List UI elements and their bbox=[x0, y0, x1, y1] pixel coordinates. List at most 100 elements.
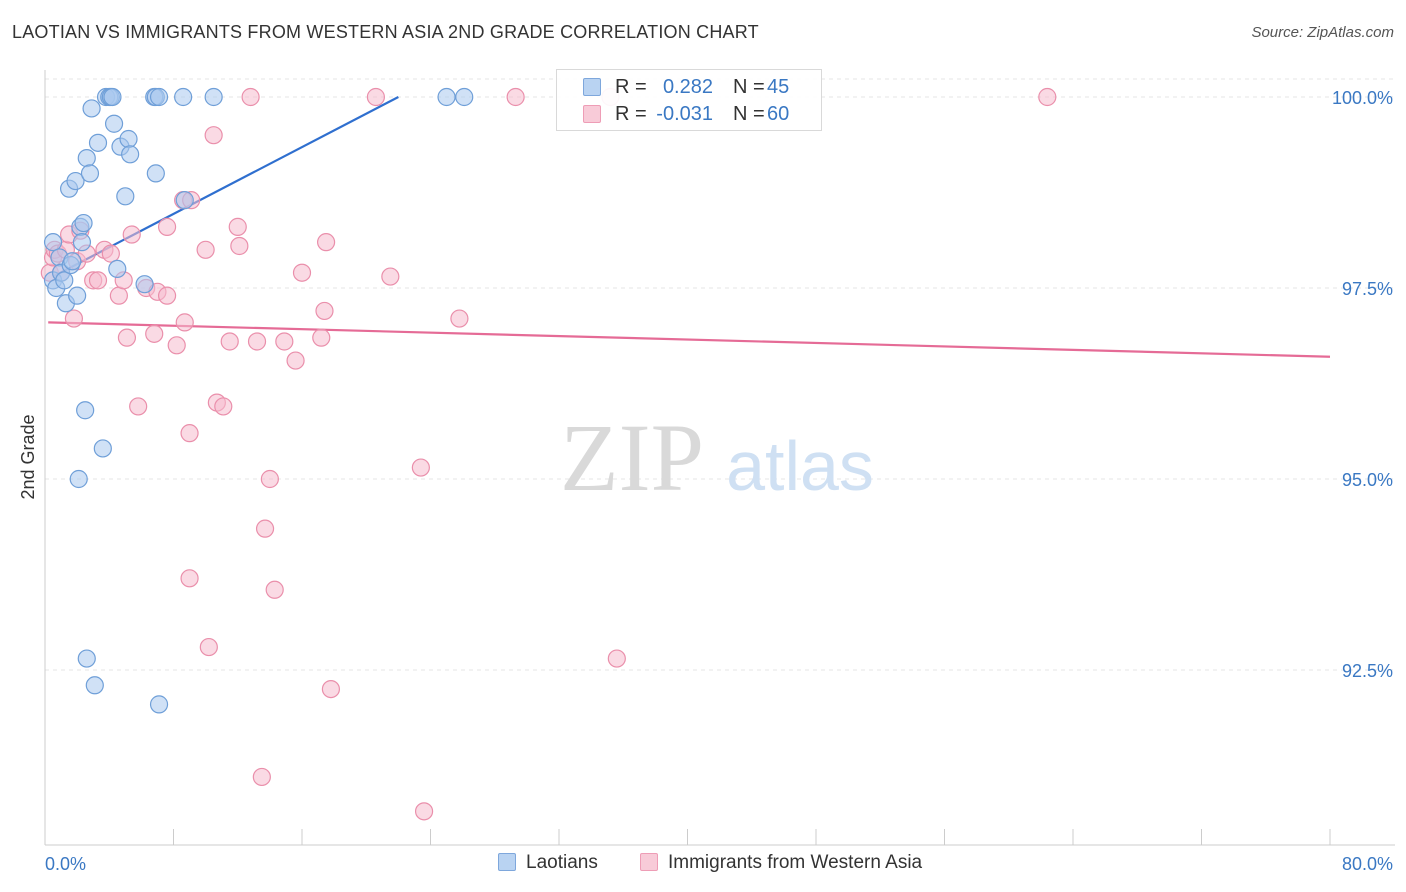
laotian-point bbox=[77, 149, 96, 168]
laotian-point bbox=[82, 99, 101, 118]
laotian-point bbox=[437, 87, 456, 107]
y-tick-label: 97.5% bbox=[1342, 279, 1393, 299]
laotian-point bbox=[135, 275, 154, 294]
laotian-point bbox=[174, 87, 193, 107]
legend-r-label: R = bbox=[615, 103, 647, 125]
point-layer bbox=[40, 87, 1057, 821]
legend-item-western-asia[interactable]: Immigrants from Western Asia bbox=[640, 852, 922, 874]
western-asia-point bbox=[241, 87, 260, 107]
y-tick-label: 95.0% bbox=[1342, 470, 1393, 490]
laotian-point bbox=[146, 164, 165, 183]
western-asia-trend-line bbox=[48, 321, 1331, 358]
laotian-point bbox=[80, 164, 100, 183]
western-asia-point bbox=[607, 649, 626, 668]
western-asia-point bbox=[220, 332, 239, 351]
legend-label-western-asia: Immigrants from Western Asia bbox=[668, 852, 923, 873]
western-asia-point bbox=[506, 87, 525, 107]
laotian-point bbox=[103, 87, 122, 107]
y-tick-label: 92.5% bbox=[1342, 661, 1393, 681]
western-asia-point bbox=[265, 580, 284, 599]
western-asia-point bbox=[414, 802, 434, 821]
legend-label-laotians: Laotians bbox=[526, 852, 598, 873]
western-asia-point bbox=[157, 217, 177, 236]
laotian-point bbox=[69, 469, 88, 489]
laotian-point bbox=[204, 87, 223, 107]
laotian-point bbox=[55, 271, 74, 290]
western-asia-point bbox=[450, 309, 469, 328]
western-asia-point bbox=[101, 244, 120, 263]
laotian-point bbox=[119, 129, 138, 149]
western-asia-point bbox=[316, 233, 336, 252]
western-asia-point bbox=[260, 469, 279, 489]
western-asia-point bbox=[315, 301, 334, 321]
western-asia-point bbox=[109, 286, 128, 305]
western-asia-point bbox=[286, 351, 305, 370]
western-asia-point bbox=[230, 236, 249, 256]
laotian-point bbox=[68, 286, 87, 305]
legend-n-label: N = bbox=[733, 103, 765, 125]
legend-r-value: 0.282 bbox=[662, 76, 713, 98]
axis-layer bbox=[44, 70, 1395, 846]
western-asia-point bbox=[199, 637, 218, 657]
stats-legend: R = 0.282 N = 45 R = -0.031 N = 60 bbox=[556, 69, 822, 131]
laotian-point bbox=[74, 213, 93, 233]
western-asia-point bbox=[247, 332, 267, 351]
laotian-point bbox=[77, 649, 96, 668]
series-legend: Laotians Immigrants from Western Asia bbox=[0, 852, 1406, 878]
legend-n-value: 45 bbox=[767, 76, 790, 98]
western-asia-point bbox=[180, 424, 199, 443]
western-asia-point bbox=[167, 336, 186, 355]
western-asia-point bbox=[292, 263, 312, 282]
laotian-point bbox=[149, 695, 169, 714]
laotian-point bbox=[43, 233, 63, 252]
laotian-point bbox=[85, 676, 104, 695]
legend-row-western-asia: R = -0.031 N = 60 bbox=[557, 101, 821, 127]
western-asia-point bbox=[157, 286, 177, 305]
laotian-point bbox=[66, 171, 85, 191]
western-asia-point bbox=[117, 328, 137, 347]
western-asia-point bbox=[366, 87, 385, 107]
laotian-point bbox=[104, 114, 124, 133]
laotian-point bbox=[455, 87, 474, 107]
legend-n-value: 60 bbox=[767, 103, 790, 125]
laotian-point bbox=[72, 233, 92, 252]
watermark-atlas: atlas bbox=[726, 427, 874, 505]
western-asia-point bbox=[196, 240, 215, 259]
legend-swatch-laotians bbox=[498, 853, 516, 871]
watermark-zip: ZIP bbox=[560, 404, 704, 511]
chart-title: LAOTIAN VS IMMIGRANTS FROM WESTERN ASIA … bbox=[12, 22, 759, 42]
laotian-point bbox=[76, 401, 95, 420]
legend-item-laotians[interactable]: Laotians bbox=[498, 852, 598, 874]
western-asia-point bbox=[312, 328, 331, 347]
legend-r-label: R = bbox=[615, 76, 647, 98]
watermark: ZIP atlas bbox=[560, 404, 874, 511]
legend-row-laotians: R = 0.282 N = 45 bbox=[557, 74, 821, 100]
laotian-point bbox=[116, 187, 135, 206]
laotian-point bbox=[121, 145, 140, 164]
western-asia-point bbox=[411, 458, 430, 477]
x-tick-label: 80.0% bbox=[1342, 854, 1393, 874]
western-asia-point bbox=[180, 569, 199, 588]
legend-swatch-blue bbox=[583, 78, 601, 96]
western-asia-point bbox=[252, 767, 271, 787]
laotian-point bbox=[93, 439, 112, 458]
western-asia-point bbox=[228, 217, 247, 236]
western-asia-point bbox=[204, 126, 223, 145]
western-asia-point bbox=[255, 519, 275, 538]
label-layer: 92.5% 95.0% 97.5% 100.0% 0.0% 80.0% 2nd Grade bbox=[18, 88, 1393, 874]
x-tick-label: 0.0% bbox=[45, 854, 86, 874]
western-asia-point bbox=[175, 313, 194, 332]
western-asia-point bbox=[64, 309, 84, 328]
western-asia-point bbox=[214, 397, 233, 416]
western-asia-point bbox=[275, 332, 294, 351]
western-asia-point bbox=[122, 225, 141, 244]
grid-layer bbox=[45, 78, 1395, 671]
legend-r-value: -0.031 bbox=[656, 103, 713, 125]
source-note: Source: ZipAtlas.com bbox=[1251, 24, 1394, 41]
y-tick-label: 100.0% bbox=[1332, 88, 1393, 108]
legend-swatch-western-asia bbox=[640, 853, 658, 871]
western-asia-point bbox=[321, 679, 341, 699]
laotian-point bbox=[63, 252, 82, 271]
laotian-point bbox=[149, 87, 169, 107]
